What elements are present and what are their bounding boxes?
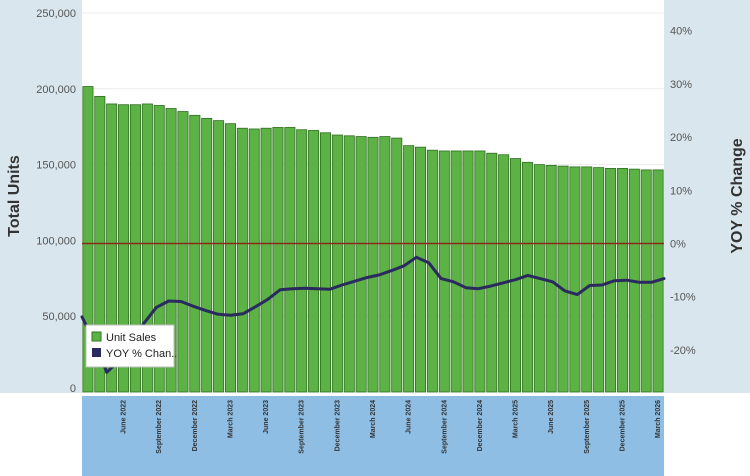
bar-2022-12	[189, 114, 201, 393]
bar-2024-08	[426, 149, 438, 393]
bar-2022-11	[177, 111, 189, 393]
bar-2024-02	[355, 136, 367, 393]
left-axis-title: Total Units	[6, 155, 23, 237]
legend: Unit Sales YOY % Chan..	[85, 324, 177, 368]
right-tick-10%: 10%	[670, 185, 692, 197]
right-axis-title: YOY % Change	[729, 138, 746, 253]
x-tick-march-2026: March 2026	[655, 400, 662, 438]
bar-2023-03	[224, 123, 236, 393]
legend-label-yoy: YOY % Chan..	[106, 348, 177, 360]
bar-2025-06	[545, 164, 557, 393]
x-tick-march-2024: March 2024	[370, 400, 377, 438]
bar-2022-05	[106, 103, 118, 393]
bar-2024-05	[391, 137, 403, 393]
right-axis-panel	[664, 0, 750, 393]
x-tick-june-2024: June 2024	[406, 400, 413, 434]
left-tick-0: 0	[70, 383, 76, 395]
x-tick-september-2025: September 2025	[584, 400, 591, 454]
bar-2025-01	[486, 152, 498, 393]
left-tick-100,000: 100,000	[36, 235, 76, 247]
x-tick-september-2022: September 2022	[156, 400, 163, 454]
bar-2025-10	[593, 167, 605, 393]
x-tick-december-2023: December 2023	[334, 400, 341, 451]
bar-2023-02	[213, 120, 225, 393]
right-tick-40%: 40%	[670, 26, 692, 38]
bar-2022-03	[82, 86, 94, 393]
bar-2022-09	[153, 105, 165, 393]
right-tick-0%: 0%	[670, 238, 686, 250]
bar-2022-07	[129, 104, 141, 393]
bar-2024-07	[415, 146, 427, 393]
left-axis-ticks: 0 50,000 100,000 150,000 200,000 250,000	[36, 8, 76, 395]
bar-2023-12	[331, 134, 343, 393]
legend-swatch-yoy	[92, 348, 101, 357]
x-tick-june-2025: June 2025	[548, 400, 555, 434]
bar-2025-07	[557, 165, 569, 393]
bar-2023-05	[248, 128, 260, 393]
yoy-line-group	[80, 255, 666, 374]
right-axis-ticks: -20% -10% 0% 10% 20% 30% 40%	[670, 26, 696, 357]
x-axis-ticks: June 2022 September 2022 December 2022 Marc…	[121, 400, 662, 454]
right-tick--20%: -20%	[670, 345, 696, 357]
x-tick-september-2024: September 2024	[441, 400, 448, 454]
x-tick-march-2025: March 2025	[513, 400, 520, 438]
bar-2024-09	[438, 150, 450, 393]
bar-2023-06	[260, 127, 272, 393]
legend-label-unit-sales: Unit Sales	[106, 332, 157, 344]
left-tick-50,000: 50,000	[42, 311, 76, 323]
bar-2024-12	[474, 150, 486, 393]
bar-2024-11	[462, 150, 474, 393]
left-axis-panel	[0, 0, 82, 393]
bar-2024-01	[343, 135, 355, 393]
bar-2023-04	[236, 127, 248, 393]
bar-2023-08	[284, 127, 296, 393]
left-tick-150,000: 150,000	[36, 160, 76, 172]
x-tick-june-2022: June 2022	[121, 400, 128, 434]
bar-2025-09	[581, 166, 593, 393]
bar-2023-09	[296, 129, 308, 393]
bar-2023-07	[272, 127, 284, 393]
x-tick-june-2023: June 2023	[263, 400, 270, 434]
x-tick-december-2022: December 2022	[192, 400, 199, 451]
x-tick-september-2023: September 2023	[299, 400, 306, 454]
x-tick-march-2023: March 2023	[228, 400, 235, 438]
bar-2023-01	[201, 117, 213, 393]
x-tick-december-2024: December 2024	[477, 400, 484, 451]
bar-2025-03	[510, 158, 522, 393]
bar-2022-08	[141, 103, 153, 393]
bar-2025-08	[569, 166, 581, 393]
bar-2023-11	[319, 132, 331, 393]
legend-swatch-unit-sales	[91, 331, 102, 342]
yoy-change-line	[80, 255, 666, 374]
bar-2024-03	[367, 136, 379, 393]
x-tick-december-2025: December 2025	[619, 400, 626, 451]
bar-2024-04	[379, 136, 391, 393]
right-tick-20%: 20%	[670, 132, 692, 144]
right-tick-30%: 30%	[670, 79, 692, 91]
bar-2022-10	[165, 108, 177, 393]
bar-2024-10	[450, 150, 462, 393]
bar-2024-06	[403, 145, 415, 393]
right-tick--10%: -10%	[670, 292, 696, 304]
bar-2022-06	[118, 104, 130, 393]
bar-2025-02	[498, 154, 510, 393]
x-axis-band	[82, 396, 664, 476]
left-tick-250,000: 250,000	[36, 8, 76, 20]
bar-2023-10	[308, 130, 320, 393]
left-tick-200,000: 200,000	[36, 84, 76, 96]
